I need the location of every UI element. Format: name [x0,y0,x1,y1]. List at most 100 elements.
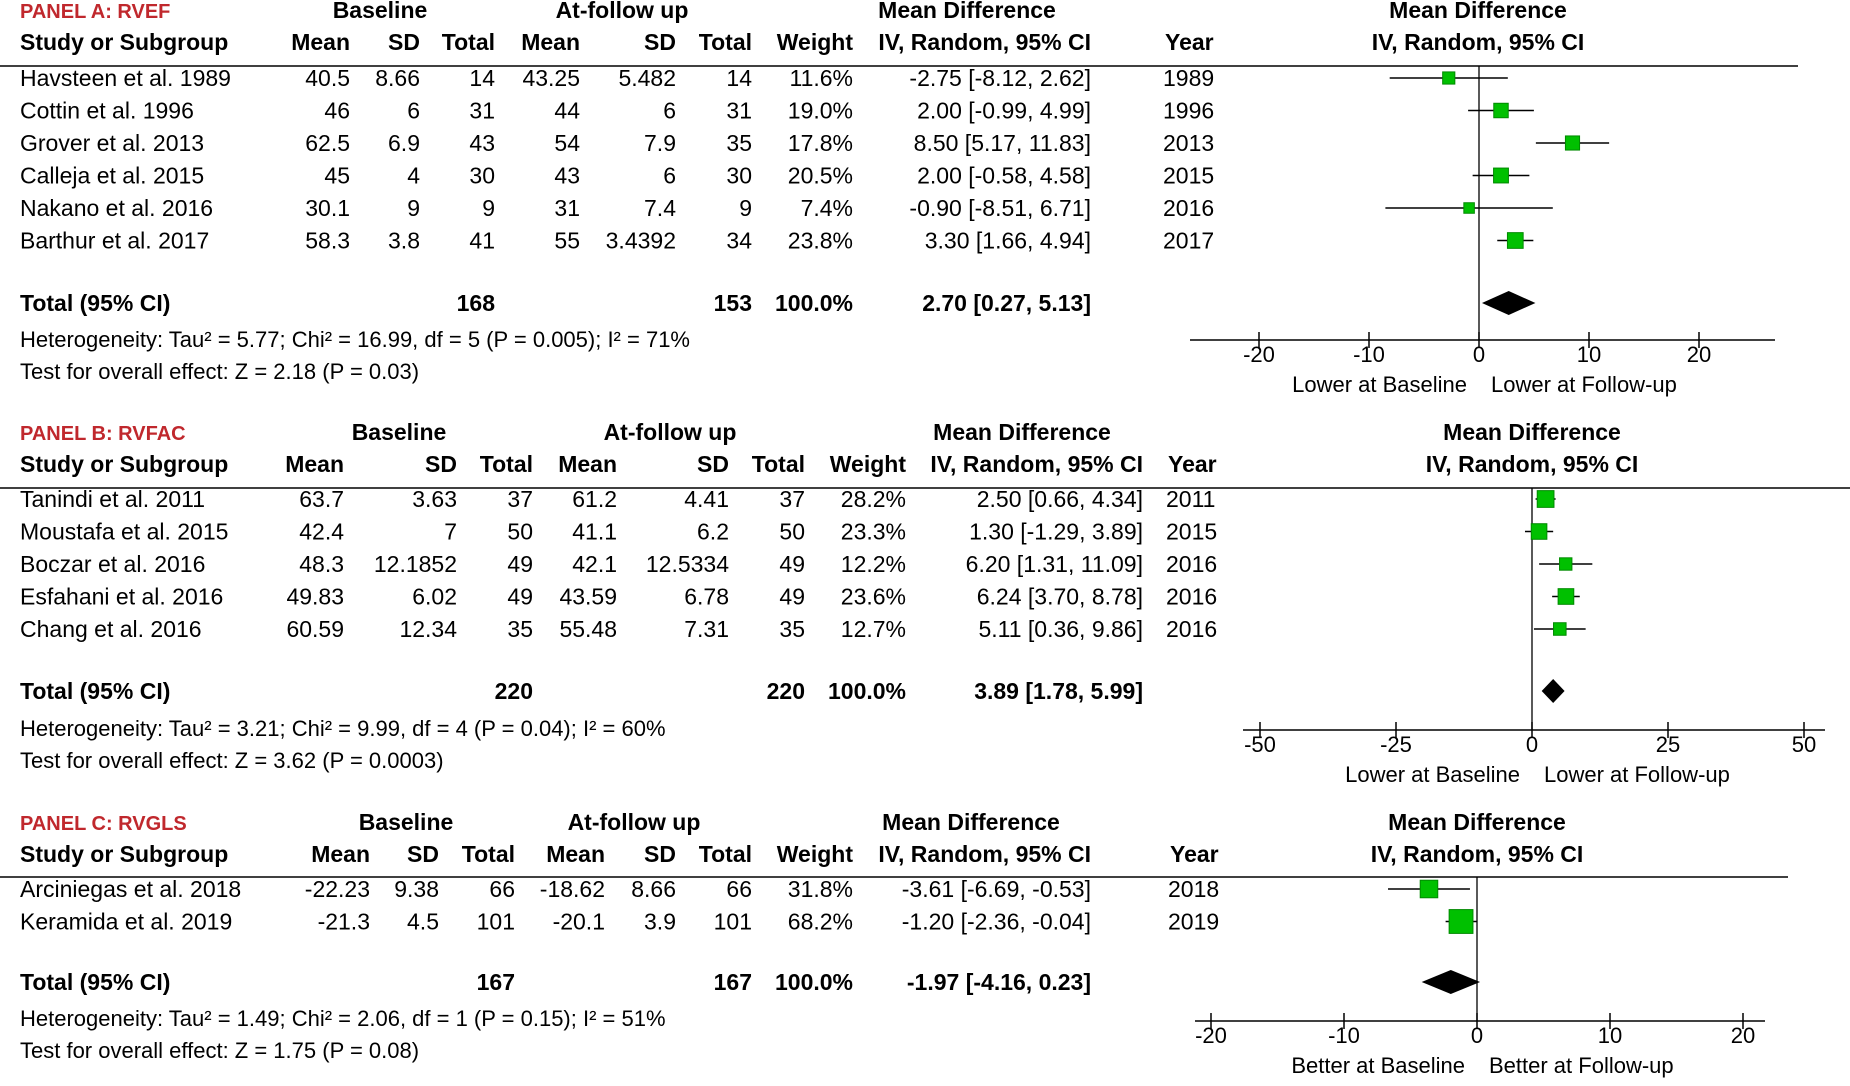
study-column-header: Study or Subgroup [20,841,228,867]
baseline-sd: 8.66 [375,65,420,91]
followup-sd: 7.31 [684,616,729,642]
study-weight: 11.6% [789,65,853,91]
method-header: IV, Random, 95% CI [930,451,1143,477]
baseline-mean: 45 [324,163,350,189]
study-name: Arciniegas et al. 2018 [20,876,241,902]
followup-header: At-follow up [604,419,737,445]
baseline-sd: 6 [407,98,420,124]
study-year: 1989 [1163,65,1214,91]
study-marker [1559,557,1573,571]
study-marker [1530,523,1548,540]
followup-mean: 61.2 [572,486,617,512]
baseline-sd: 6.9 [388,130,420,156]
study-marker [1536,490,1555,508]
x-tick-label: 10 [1598,1023,1622,1048]
followup-sd: 7.9 [644,130,676,156]
followup-sd-header: SD [644,29,676,55]
followup-mean: 31 [554,195,580,221]
favours-left-label: Lower at Baseline [1292,372,1467,397]
baseline-sd: 3.63 [412,486,457,512]
total-baseline: 220 [495,678,533,704]
followup-mean: 55.48 [559,616,617,642]
study-marker [1463,202,1475,214]
baseline-mean: 49.83 [286,584,344,610]
baseline-mean: -21.3 [318,909,370,935]
followup-sd: 3.4392 [606,228,676,254]
followup-total: 34 [726,228,752,254]
followup-total: 101 [714,909,752,935]
method-header: IV, Random, 95% CI [878,841,1091,867]
study-name: Boczar et al. 2016 [20,551,205,577]
study-row: Esfahani et al. 2016 49.83 6.02 49 43.59 6.78… [20,584,1580,610]
study-weight: 7.4% [801,195,853,221]
pooled-diamond [1481,291,1536,315]
followup-header: At-follow up [568,809,701,835]
study-weight: 23.3% [841,519,906,545]
x-tick-label: 0 [1526,732,1538,757]
baseline-header: Baseline [333,0,428,23]
year-header: Year [1170,841,1219,867]
favours-left-label: Better at Baseline [1291,1053,1465,1078]
baseline-sd: 12.34 [399,616,457,642]
study-ci: 8.50 [5.17, 11.83] [914,130,1091,156]
baseline-total: 35 [507,616,533,642]
study-row: Grover et al. 2013 62.5 6.9 43 54 7.9 35 17.8% 8… [20,130,1610,156]
followup-total: 35 [726,130,752,156]
study-row: Barthur et al. 2017 58.3 3.8 41 55 3.4392 34 23… [20,228,1534,254]
study-weight: 23.8% [788,228,853,254]
study-name: Moustafa et al. 2015 [20,519,228,545]
study-weight: 23.6% [841,584,906,610]
study-year: 2013 [1163,130,1214,156]
study-name: Barthur et al. 2017 [20,228,209,254]
followup-total: 66 [726,876,752,902]
study-ci: 6.24 [3.70, 8.78] [977,584,1143,610]
baseline-mean: 42.4 [299,519,344,545]
plot-method-header: IV, Random, 95% CI [1371,841,1584,867]
study-row: Arciniegas et al. 2018 -22.23 9.38 66 -18.62… [20,876,1470,902]
total-baseline: 167 [477,969,515,995]
favours-right-label: Lower at Follow-up [1491,372,1677,397]
mean-difference-header: Mean Difference [878,0,1056,23]
favours-right-label: Lower at Follow-up [1544,762,1730,787]
followup-sd: 7.4 [644,195,676,221]
study-row: Moustafa et al. 2015 42.4 7 50 41.1 6.2 50 23.3… [20,519,1554,545]
study-row: Tanindi et al. 2011 63.7 3.63 37 61.2 4.41 37 2… [20,486,1556,512]
total-row: Total (95% CI) 168 153 100.0% 2.70 [0.27, 5.… [20,290,1536,316]
baseline-mean: 62.5 [305,130,350,156]
total-label: Total (95% CI) [20,678,170,704]
study-weight: 12.2% [841,551,906,577]
study-marker [1419,879,1439,899]
followup-total: 30 [726,163,752,189]
baseline-total-header: Total [480,451,533,477]
study-year: 1996 [1163,98,1214,124]
study-year: 2015 [1166,519,1217,545]
baseline-header: Baseline [352,419,447,445]
x-tick-label: -20 [1243,342,1275,367]
study-marker [1506,232,1524,249]
method-header: IV, Random, 95% CI [878,29,1091,55]
study-year: 2016 [1166,616,1217,642]
followup-sd: 8.66 [631,876,676,902]
baseline-total: 9 [482,195,495,221]
study-marker [1564,135,1581,151]
baseline-mean: 30.1 [305,195,350,221]
followup-total-header: Total [752,451,805,477]
x-tick-label: -25 [1380,732,1412,757]
x-tick-label: 10 [1577,342,1601,367]
study-name: Chang et al. 2016 [20,616,202,642]
study-ci: 2.00 [-0.99, 4.99] [917,98,1091,124]
weight-header: Weight [777,29,854,55]
followup-mean: -20.1 [553,909,605,935]
study-year: 2016 [1163,195,1214,221]
followup-mean: 55 [554,228,580,254]
study-year: 2015 [1163,163,1214,189]
total-followup: 220 [767,678,805,704]
baseline-sd-header: SD [407,841,439,867]
study-marker [1557,588,1575,605]
baseline-total-header: Total [442,29,495,55]
followup-total: 14 [726,65,752,91]
study-column-header: Study or Subgroup [20,451,228,477]
followup-total: 49 [779,551,805,577]
study-name: Tanindi et al. 2011 [20,486,205,512]
